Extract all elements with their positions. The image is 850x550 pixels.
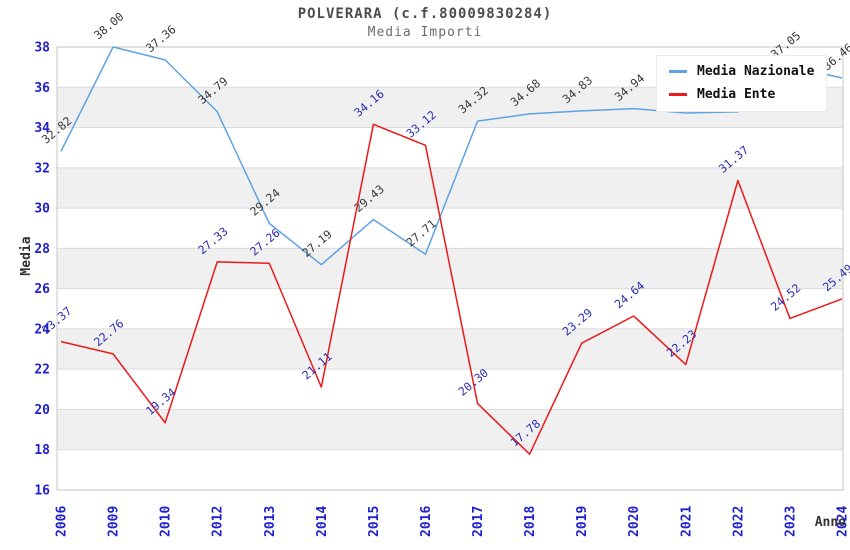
x-tick-label: 2010 [159,506,174,537]
gridlines [57,86,843,451]
x-tick-label: 2018 [523,506,538,537]
legend: Media Nazionale Media Ente [656,55,828,112]
plot-bands [57,47,843,490]
x-tick-label: 2006 [55,506,70,537]
legend-label: Media Nazionale [697,64,815,79]
y-tick-label: 26 [34,282,50,297]
x-tick-label: 2020 [627,506,642,537]
y-tick-label: 36 [34,81,50,96]
y-tick-label: 16 [34,484,50,499]
x-tick-label: 2013 [263,506,278,537]
legend-item-media-nazionale[interactable]: Media Nazionale [669,64,814,79]
x-tick-label: 2024 [836,506,850,537]
x-tick-label: 2014 [315,506,330,537]
chart-subtitle: Media Importi [367,25,483,40]
legend-marker-media-ente-icon [669,93,687,96]
y-tick-label: 30 [34,202,50,217]
x-tick-label: 2015 [367,506,382,537]
x-axis-title: Anno [815,515,846,530]
y-tick-label: 28 [34,242,50,257]
data-label: 38.00 [91,9,127,42]
x-tick-label: 2019 [575,506,590,537]
y-tick-label: 24 [34,322,50,337]
chart-title: POLVERARA (c.f.80009830284) [297,6,553,22]
x-axis-ticks: 2006 2009 2010 2012 2013 2014 2015 2016 2017 2018… [55,506,850,537]
series-line-media-nazionale [60,46,843,266]
legend-marker-media-nazionale-icon [669,70,687,73]
x-tick-label: 2016 [419,506,434,537]
x-tick-label: 2022 [731,506,746,537]
plot-border [56,46,844,491]
legend-label: Media Ente [697,87,776,102]
y-tick-label: 20 [34,403,50,418]
y-axis-title: Media [19,236,34,275]
x-tick-label: 2023 [783,506,798,537]
x-tick-label: 2009 [107,506,122,537]
y-tick-label: 32 [34,161,50,176]
x-tick-label: 2017 [471,506,486,537]
y-tick-label: 22 [34,363,50,378]
y-tick-label: 34 [34,121,50,136]
x-tick-label: 2021 [679,506,694,537]
legend-item-media-ente[interactable]: Media Ente [669,87,814,102]
y-tick-label: 38 [34,41,50,56]
series-line-media-ente [60,123,843,455]
y-axis-ticks: 16 18 20 22 24 26 28 30 32 34 36 38 [34,41,50,499]
y-tick-label: 18 [34,443,50,458]
x-tick-label: 2012 [211,506,226,537]
